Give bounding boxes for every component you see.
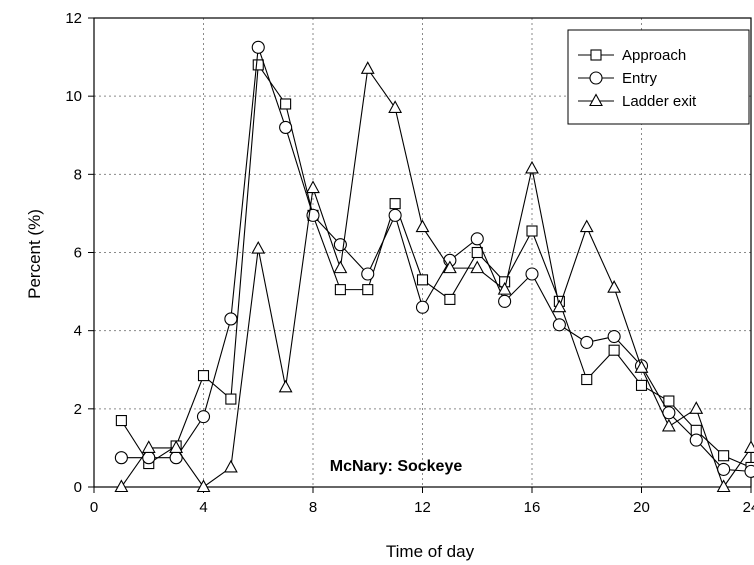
x-tick-label: 12 — [414, 499, 431, 516]
series-line — [121, 47, 752, 472]
data-point — [279, 120, 293, 134]
legend-marker — [589, 71, 603, 85]
x-tick-label: 0 — [90, 499, 98, 516]
data-point — [689, 401, 704, 414]
legend-marker — [589, 93, 603, 107]
series-line — [120, 63, 752, 468]
y-tick-label: 2 — [74, 401, 82, 418]
data-point — [115, 415, 127, 427]
data-point — [415, 219, 430, 233]
data-point — [306, 180, 320, 194]
data-point — [442, 260, 457, 274]
y-tick-label: 6 — [74, 245, 82, 262]
data-point — [333, 260, 348, 274]
data-point — [416, 274, 429, 286]
axis-ticks: 04812162024024681012 — [65, 10, 754, 516]
data-point — [114, 479, 129, 493]
data-point — [608, 344, 620, 356]
data-point — [470, 232, 484, 246]
data-point — [579, 219, 594, 233]
data-point — [552, 299, 567, 313]
data-point — [744, 440, 754, 453]
data-point — [196, 410, 211, 424]
data-point — [552, 318, 566, 332]
data-point — [389, 198, 401, 210]
data-point — [498, 294, 512, 308]
data-point — [197, 370, 210, 382]
y-tick-label: 0 — [74, 479, 82, 496]
x-axis-title: Time of day — [386, 542, 475, 561]
legend-label: Ladder exit — [622, 93, 697, 110]
data-point — [744, 464, 754, 478]
data-point — [252, 59, 264, 71]
data-point — [716, 479, 731, 493]
grid-lines — [94, 18, 751, 487]
data-point — [661, 418, 676, 432]
y-tick-label: 10 — [65, 88, 82, 105]
data-point — [526, 225, 538, 237]
data-point — [525, 267, 539, 281]
data-point — [497, 281, 512, 295]
data-point — [444, 293, 456, 305]
data-point — [607, 280, 622, 293]
data-point — [223, 459, 238, 473]
legend-label: Approach — [622, 47, 686, 64]
x-tick-label: 4 — [199, 499, 207, 516]
series-ladder-exit — [114, 61, 754, 493]
data-point — [388, 208, 402, 222]
data-point — [471, 246, 483, 259]
data-point — [196, 479, 211, 493]
data-point — [362, 284, 374, 296]
x-tick-label: 16 — [524, 499, 541, 516]
x-tick-label: 24 — [743, 499, 754, 516]
data-point — [251, 40, 265, 54]
legend-marker — [590, 49, 602, 61]
data-point — [360, 61, 375, 74]
data-point — [580, 335, 594, 349]
data-point — [334, 284, 346, 296]
data-point — [141, 440, 156, 453]
series-layer — [114, 40, 754, 493]
x-tick-label: 20 — [633, 499, 650, 516]
data-point — [634, 360, 649, 373]
data-point — [525, 160, 539, 174]
data-point — [169, 440, 184, 453]
y-tick-label: 12 — [65, 10, 82, 27]
data-point — [224, 312, 238, 326]
data-point — [581, 373, 593, 386]
data-point — [251, 240, 266, 254]
legend: Approach Entry Ladder exit — [567, 29, 750, 125]
y-tick-label: 4 — [74, 323, 82, 340]
y-axis-title: Percent (%) — [25, 209, 44, 299]
data-point — [663, 395, 675, 407]
x-tick-label: 8 — [309, 499, 317, 516]
data-point — [114, 451, 128, 465]
data-point — [415, 300, 430, 314]
data-point — [470, 260, 485, 274]
data-point — [689, 433, 703, 447]
data-point — [718, 450, 730, 462]
data-point — [225, 393, 237, 405]
data-point — [278, 379, 293, 393]
data-point — [388, 100, 403, 113]
series-line — [120, 67, 752, 489]
legend-label: Entry — [622, 70, 658, 87]
y-tick-label: 8 — [74, 166, 82, 183]
data-point — [635, 379, 648, 391]
chart-annotation: McNary: Sockeye — [330, 458, 463, 475]
data-point — [607, 329, 621, 344]
data-point — [361, 267, 375, 281]
data-point — [280, 98, 292, 110]
